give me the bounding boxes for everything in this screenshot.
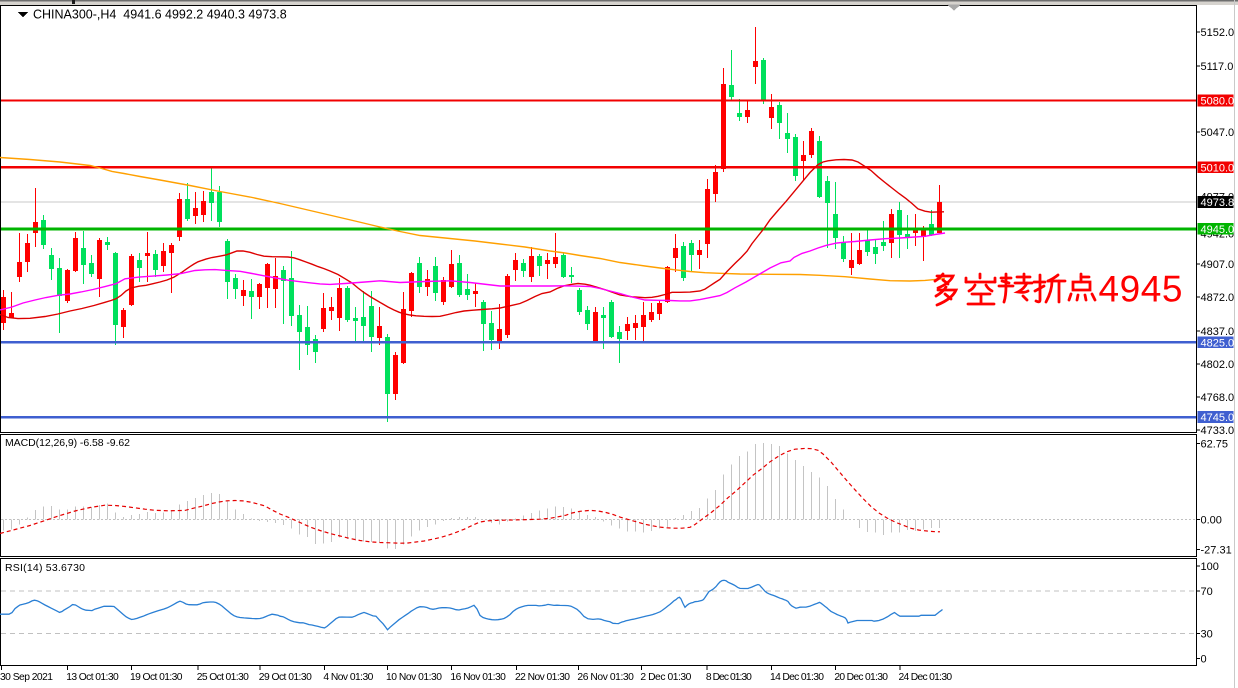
svg-text:4745.0: 4745.0 <box>1201 412 1235 424</box>
svg-text:0: 0 <box>1201 654 1207 666</box>
svg-text:29 Oct 01:30: 29 Oct 01:30 <box>259 672 312 683</box>
svg-text:0.00: 0.00 <box>1201 515 1222 527</box>
svg-text:4907.0: 4907.0 <box>1201 259 1235 271</box>
svg-text:70: 70 <box>1201 586 1213 598</box>
svg-text:2 Dec 01:30: 2 Dec 01:30 <box>640 672 691 683</box>
svg-text:8 Dec 01:30: 8 Dec 01:30 <box>706 672 752 683</box>
svg-text:4802.0: 4802.0 <box>1201 359 1235 371</box>
svg-text:5010.0: 5010.0 <box>1201 163 1235 175</box>
svg-text:4768.0: 4768.0 <box>1201 392 1235 404</box>
svg-text:100: 100 <box>1201 561 1219 573</box>
svg-text:25 Oct 01:30: 25 Oct 01:30 <box>197 672 249 683</box>
svg-text:-27.31: -27.31 <box>1201 545 1232 557</box>
svg-text:4945: 4945 <box>1099 269 1183 310</box>
svg-text:14 Dec 01:30: 14 Dec 01:30 <box>770 672 824 683</box>
svg-text:5047.0: 5047.0 <box>1201 127 1235 139</box>
svg-text:30: 30 <box>1201 628 1213 640</box>
svg-text:13 Oct 01:30: 13 Oct 01:30 <box>66 672 119 683</box>
svg-text:MACD(12,26,9) -6.58 -9.62: MACD(12,26,9) -6.58 -9.62 <box>5 437 130 449</box>
svg-text:10 Nov 01:30: 10 Nov 01:30 <box>386 672 442 683</box>
svg-text:5080.0: 5080.0 <box>1201 96 1235 108</box>
svg-text:5117.0: 5117.0 <box>1201 61 1234 73</box>
svg-text:22 Nov 01:30: 22 Nov 01:30 <box>515 672 570 683</box>
svg-text:4973.8: 4973.8 <box>1201 197 1235 209</box>
svg-text:24 Dec 01:30: 24 Dec 01:30 <box>899 672 953 683</box>
svg-text:4837.0: 4837.0 <box>1201 326 1235 338</box>
svg-text:4 Nov 01:30: 4 Nov 01:30 <box>323 672 373 683</box>
svg-text:RSI(14) 53.6730: RSI(14) 53.6730 <box>5 562 85 574</box>
svg-text:30 Sep 2021: 30 Sep 2021 <box>0 672 53 683</box>
svg-text:19 Oct 01:30: 19 Oct 01:30 <box>130 672 183 683</box>
svg-text:4945.0: 4945.0 <box>1201 224 1235 236</box>
svg-text:20 Dec 01:30: 20 Dec 01:30 <box>834 672 888 683</box>
svg-text:62.75: 62.75 <box>1201 439 1229 451</box>
svg-text:16 Nov 01:30: 16 Nov 01:30 <box>450 672 506 683</box>
svg-text:4872.0: 4872.0 <box>1201 292 1235 304</box>
svg-text:5152.0: 5152.0 <box>1201 27 1235 39</box>
svg-text:4733.0: 4733.0 <box>1201 425 1235 437</box>
svg-text:4825.0: 4825.0 <box>1201 338 1235 350</box>
svg-text:26 Nov 01:30: 26 Nov 01:30 <box>577 672 634 683</box>
svg-text:CHINA300-,H4 4941.6 4992.2 49: CHINA300-,H4 4941.6 4992.2 4940.3 4973.8 <box>33 8 287 22</box>
